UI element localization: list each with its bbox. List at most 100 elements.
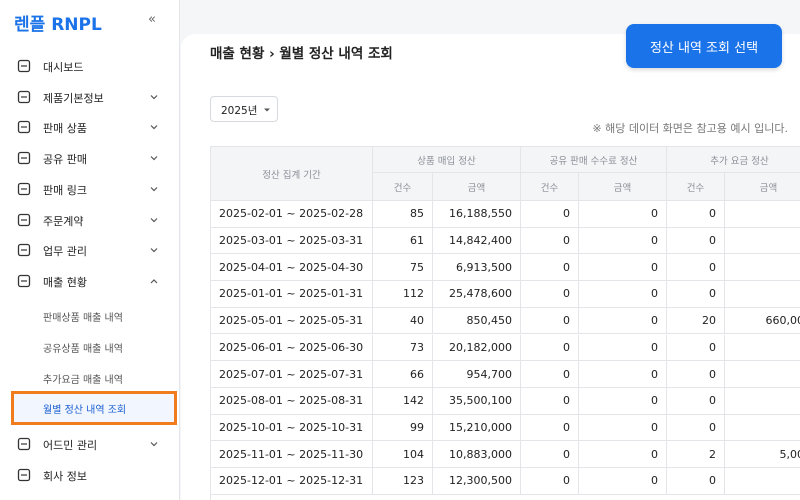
chevron bbox=[150, 156, 158, 161]
period-cell: 2025-08-01 ~ 2025-08-31 bbox=[211, 387, 373, 415]
menu-item[interactable]: 주문계약 bbox=[43, 214, 84, 228]
value-cell: 2 bbox=[667, 441, 725, 468]
submenu-item[interactable]: 판매상품 매출 내역 bbox=[43, 313, 123, 324]
select-button[interactable]: 정산 내역 조회 선택 bbox=[626, 24, 782, 68]
value-cell: 85 bbox=[373, 201, 433, 228]
menu-icon bbox=[17, 90, 31, 103]
value-cell bbox=[725, 415, 800, 442]
value-cell: 0 bbox=[579, 441, 667, 468]
value-cell: 16,188,550 bbox=[433, 201, 521, 228]
value-cell: 15,210,000 bbox=[433, 414, 521, 442]
value-cell: 0 bbox=[667, 361, 725, 388]
period-cell: 2025-11-01 ~ 2025-11-30 bbox=[211, 441, 373, 468]
value-cell: 0 bbox=[521, 227, 579, 255]
value-cell: 0 bbox=[521, 441, 579, 468]
value-cell: 0 bbox=[667, 227, 725, 255]
value-cell: 0 bbox=[521, 468, 579, 495]
period-cell: 2025-05-01 ~ 2025-05-31 bbox=[211, 307, 373, 335]
menu-icon bbox=[17, 182, 31, 195]
chevron bbox=[150, 442, 158, 447]
submenu-item[interactable]: 공유상품 매출 내역 bbox=[43, 343, 123, 355]
value-cell: 0 bbox=[667, 387, 725, 415]
value-cell: 112 bbox=[373, 281, 433, 308]
value-cell: 73 bbox=[373, 334, 433, 362]
value-cell: 0 bbox=[579, 361, 667, 388]
collapse-button[interactable]: « bbox=[148, 12, 156, 27]
value-cell: 0 bbox=[667, 281, 725, 308]
value-cell bbox=[725, 254, 800, 282]
value-cell: 25,478,600 bbox=[433, 281, 521, 308]
period-cell: 2025-07-01 ~ 2025-07-31 bbox=[211, 361, 373, 388]
value-cell: 0 bbox=[521, 361, 579, 388]
value-cell: 20 bbox=[667, 307, 725, 335]
menu-icon bbox=[17, 59, 31, 73]
value-cell: 0 bbox=[521, 201, 579, 228]
value-cell bbox=[725, 468, 800, 495]
value-cell: 99 bbox=[373, 414, 433, 442]
value-cell: 0 bbox=[579, 414, 667, 442]
value-cell: 0 bbox=[579, 468, 667, 495]
chevron bbox=[150, 186, 158, 192]
value-cell: 40 bbox=[373, 307, 433, 335]
year-select[interactable]: 2025년 bbox=[210, 96, 278, 122]
period-header: 정산 집계 기간 bbox=[211, 147, 373, 201]
value-cell: 66 bbox=[373, 361, 433, 388]
period-cell: 2025-02-01 ~ 2025-02-28 bbox=[211, 201, 373, 228]
sub-header: 금액 bbox=[433, 173, 521, 201]
value-cell: 0 bbox=[579, 307, 667, 335]
value-cell: 0 bbox=[667, 334, 725, 362]
menu-item[interactable]: 제품기본정보 bbox=[43, 91, 104, 105]
value-cell bbox=[725, 228, 800, 255]
value-cell: 0 bbox=[579, 387, 667, 415]
logo[interactable]: 렌플 RNPL bbox=[14, 15, 102, 35]
menu-item[interactable]: 어드민 관리 bbox=[43, 439, 98, 452]
value-cell: 0 bbox=[579, 281, 667, 308]
value-cell: 0 bbox=[579, 334, 667, 362]
chevron bbox=[150, 279, 158, 284]
breadcrumb: 매출 현황 › 월별 정산 내역 조회 bbox=[210, 46, 393, 62]
value-cell: 61 bbox=[373, 227, 433, 255]
value-cell: 35,500,100 bbox=[433, 387, 521, 415]
value-cell: 0 bbox=[579, 227, 667, 255]
group-header: 추가 요금 정산 bbox=[667, 147, 800, 173]
value-cell: 660,00 bbox=[725, 308, 800, 335]
menu-icon bbox=[17, 121, 31, 134]
value-cell: 0 bbox=[521, 387, 579, 415]
menu-item[interactable]: 공유 판매 bbox=[43, 153, 87, 167]
sub-header: 금액 bbox=[579, 173, 667, 201]
value-cell: 0 bbox=[579, 254, 667, 282]
menu-item[interactable]: 판매 링크 bbox=[43, 183, 87, 197]
menu-item[interactable]: 대시보드 bbox=[43, 61, 84, 74]
main-panel: 매출 현황 › 월별 정산 내역 조회 2025년 ※ 해당 데이터 화면은 참… bbox=[181, 34, 800, 500]
menu-item[interactable]: 회사 정보 bbox=[43, 470, 87, 483]
menu-item[interactable]: 업무 관리 bbox=[43, 245, 87, 259]
value-cell: 0 bbox=[667, 468, 725, 495]
menu-item[interactable]: 매출 현황 bbox=[43, 275, 87, 289]
value-cell bbox=[725, 388, 800, 415]
menu-icon bbox=[17, 151, 31, 165]
submenu-item[interactable]: 월별 정산 내역 조회 bbox=[43, 405, 127, 417]
menu-icon bbox=[17, 274, 31, 288]
menu-item[interactable]: 판매 상품 bbox=[43, 122, 87, 136]
period-cell: 2025-06-01 ~ 2025-06-30 bbox=[211, 334, 373, 362]
chevron bbox=[150, 125, 158, 130]
sub-header: 건수 bbox=[667, 173, 725, 201]
value-cell: 12,300,500 bbox=[433, 468, 521, 495]
period-cell: 2025-10-01 ~ 2025-10-31 bbox=[211, 414, 373, 442]
notice: ※ 해당 데이터 화면은 참고용 예시 입니다. bbox=[592, 122, 788, 135]
sub-header: 건수 bbox=[373, 173, 433, 201]
period-cell: 2025-04-01 ~ 2025-04-30 bbox=[211, 254, 373, 282]
value-cell: 123 bbox=[373, 468, 433, 495]
group-header: 공유 판매 수수료 정산 bbox=[521, 147, 667, 173]
value-cell bbox=[725, 281, 800, 308]
value-cell: 0 bbox=[521, 414, 579, 442]
period-cell: 2025-12-01 ~ 2025-12-31 bbox=[211, 468, 373, 495]
value-cell bbox=[725, 335, 800, 362]
value-cell: 0 bbox=[521, 334, 579, 362]
value-cell: 20,182,000 bbox=[433, 334, 521, 362]
settlement-table: 정산 집계 기간 상품 매입 정산 공유 판매 수수료 정산 추가 요금 정산 건수 금액… bbox=[210, 146, 800, 500]
value-cell: 0 bbox=[667, 201, 725, 228]
submenu-item[interactable]: 추가요금 매출 내역 bbox=[43, 374, 123, 386]
